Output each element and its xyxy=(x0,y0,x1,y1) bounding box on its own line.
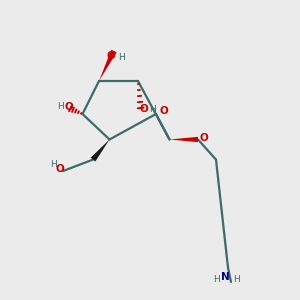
Polygon shape xyxy=(91,140,110,161)
Text: O: O xyxy=(140,104,148,115)
Polygon shape xyxy=(169,137,198,142)
Text: H: H xyxy=(50,160,57,169)
Text: H: H xyxy=(213,275,219,284)
Text: H: H xyxy=(150,105,156,114)
Text: O: O xyxy=(159,106,168,116)
Text: O: O xyxy=(106,50,116,61)
Polygon shape xyxy=(99,50,117,81)
Text: H: H xyxy=(118,52,125,62)
Text: H: H xyxy=(233,275,240,284)
Text: H: H xyxy=(57,102,63,111)
Text: O: O xyxy=(64,101,74,112)
Text: O: O xyxy=(56,164,64,175)
Text: N: N xyxy=(221,272,230,282)
Text: O: O xyxy=(200,133,208,143)
